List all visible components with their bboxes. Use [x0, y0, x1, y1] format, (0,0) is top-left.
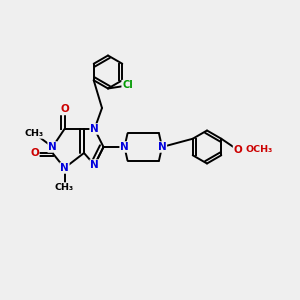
Text: N: N	[90, 124, 99, 134]
Text: Cl: Cl	[122, 80, 133, 91]
Text: N: N	[90, 160, 99, 170]
Text: CH₃: CH₃	[55, 183, 74, 192]
Text: N: N	[60, 163, 69, 173]
Text: N: N	[48, 142, 57, 152]
Text: O: O	[30, 148, 39, 158]
Text: N: N	[158, 142, 166, 152]
Text: N: N	[120, 142, 129, 152]
Text: O: O	[233, 145, 242, 155]
Text: O: O	[60, 104, 69, 115]
Text: CH₃: CH₃	[25, 129, 44, 138]
Text: OCH₃: OCH₃	[245, 146, 273, 154]
